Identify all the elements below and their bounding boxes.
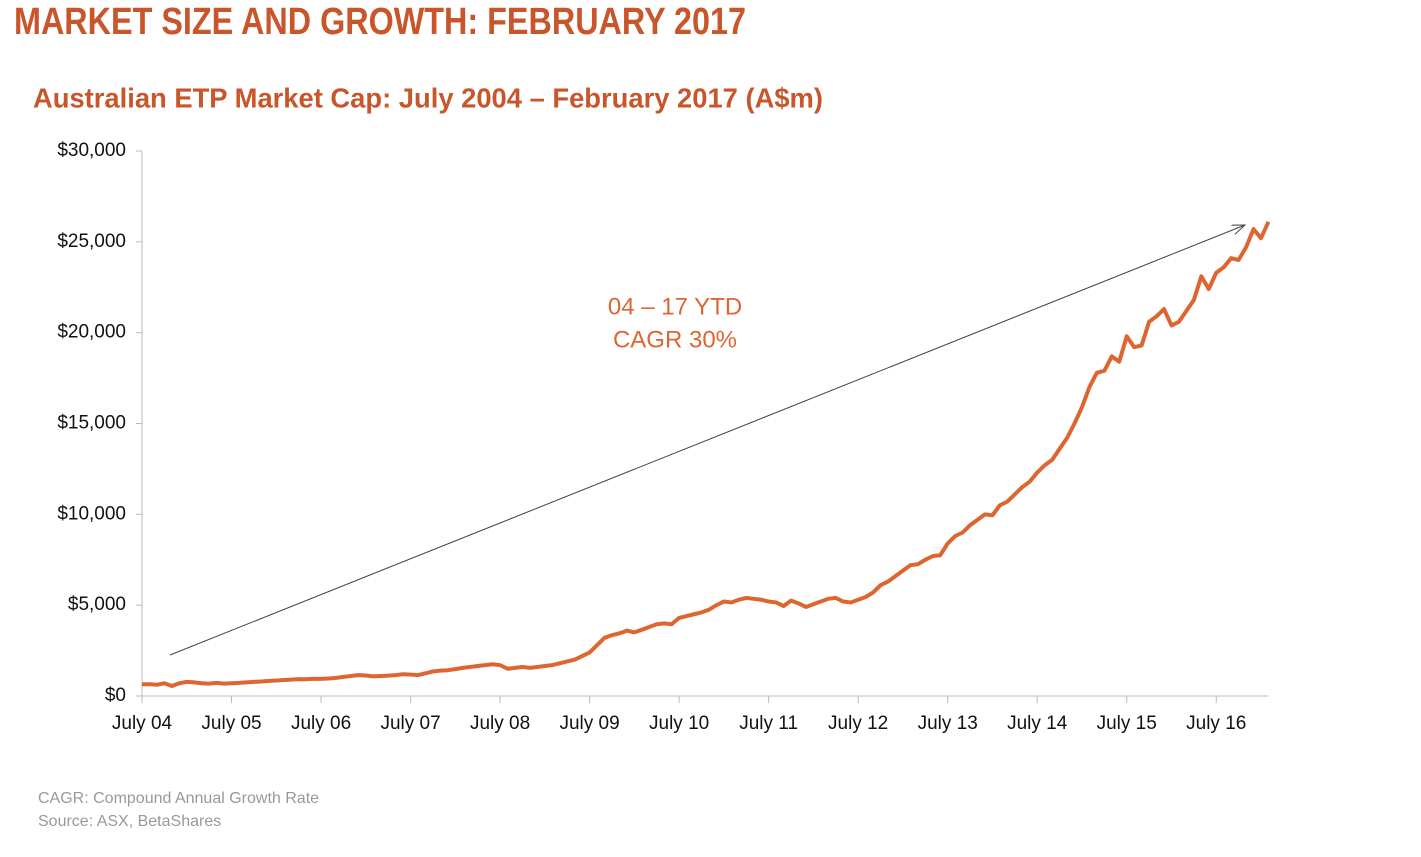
x-tick-label: July 12 <box>828 713 888 734</box>
x-tick-label: July 15 <box>1097 713 1157 734</box>
y-tick-label: $15,000 <box>57 413 126 434</box>
footnote: CAGR: Compound Annual Growth Rate <box>38 790 319 807</box>
x-tick-label: July 14 <box>1007 713 1068 734</box>
x-tick-label: July 10 <box>649 713 709 734</box>
x-tick-label: July 07 <box>380 713 440 734</box>
x-tick-label: July 13 <box>918 713 978 734</box>
x-tick-label: July 16 <box>1186 713 1246 734</box>
line <box>142 221 1271 689</box>
y-tick-label: $20,000 <box>57 322 126 343</box>
y-tick-label: $0 <box>105 685 126 706</box>
annotation: CAGR 30% <box>613 326 737 353</box>
y-tick-label: $5,000 <box>68 594 126 615</box>
x-tick-label: July 04 <box>112 713 173 734</box>
growth-arrow <box>169 225 1245 656</box>
annotation: 04 – 17 YTD <box>608 293 742 320</box>
y-tick-label: $30,000 <box>57 140 126 161</box>
footnote: Source: ASX, BetaShares <box>38 813 221 830</box>
y-tick-label: $10,000 <box>57 503 126 524</box>
x-tick-label: July 05 <box>201 713 261 734</box>
page-title: MARKET SIZE AND GROWTH: FEBRUARY 2017 <box>14 1 746 43</box>
y-tick-label: $25,000 <box>57 231 126 252</box>
x-tick-label: July 11 <box>739 713 798 734</box>
chart-title: Australian ETP Market Cap: July 2004 – F… <box>33 82 823 113</box>
x-tick-label: July 08 <box>470 713 530 734</box>
x-tick-label: July 06 <box>291 713 351 734</box>
x-tick-label: July 09 <box>559 713 619 734</box>
